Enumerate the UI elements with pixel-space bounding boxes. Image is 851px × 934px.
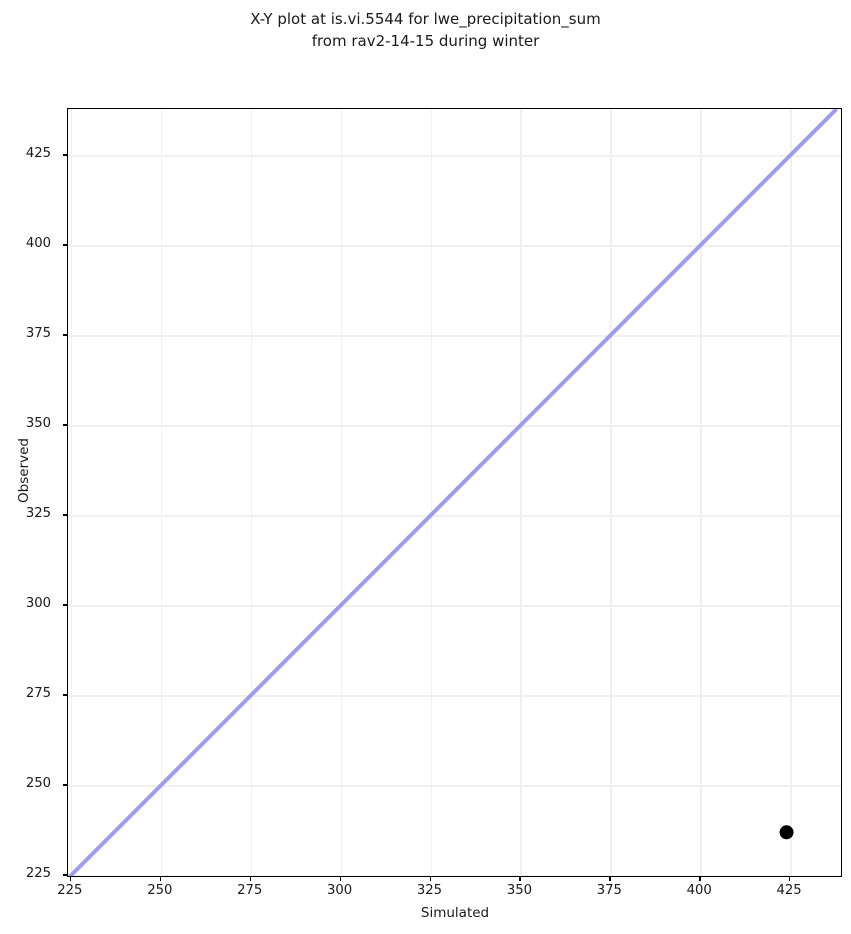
gridline-horizontal <box>68 155 841 157</box>
data-point <box>779 825 794 840</box>
y-tick-label: 225 <box>25 866 51 882</box>
y-tick-label: 300 <box>25 596 51 612</box>
y-tick-mark <box>63 694 67 696</box>
gridline-horizontal <box>68 515 841 517</box>
gridline-horizontal <box>68 875 841 876</box>
x-tick-mark <box>159 877 162 881</box>
x-tick-label: 250 <box>147 883 173 898</box>
x-tick-label: 275 <box>237 883 263 898</box>
chart-title-line-2: from rav2-14-15 during winter <box>311 32 540 50</box>
x-tick-mark <box>699 877 701 881</box>
y-tick-label: 350 <box>25 416 51 432</box>
gridline-horizontal <box>68 425 841 427</box>
y-axis-tick-labels: 225 250 275 300 325 350 375 400 425 <box>0 0 59 934</box>
y-tick-mark <box>63 874 67 876</box>
y-tick-mark <box>63 154 67 156</box>
gridline-vertical <box>250 109 253 876</box>
y-tick-mark <box>63 784 67 786</box>
gridline-vertical <box>70 109 73 876</box>
y-tick-label: 275 <box>25 686 51 702</box>
y-tick-label: 325 <box>25 506 51 522</box>
gridline-vertical <box>700 109 702 876</box>
x-axis-label: Simulated <box>420 905 490 921</box>
gridline-horizontal <box>68 335 841 337</box>
x-tick-mark <box>609 877 611 881</box>
y-tick-mark <box>63 334 67 336</box>
gridline-horizontal <box>68 245 841 247</box>
y-tick-label: 425 <box>25 146 51 162</box>
one-to-one-line <box>68 109 838 876</box>
y-tick-label: 250 <box>25 776 51 792</box>
x-tick-mark <box>249 877 251 881</box>
y-tick-mark <box>63 514 67 516</box>
x-tick-label: 300 <box>327 883 353 898</box>
y-tick-mark <box>63 244 67 246</box>
x-tick-label: 425 <box>776 883 802 898</box>
y-axis-label: Observed <box>16 438 32 503</box>
x-tick-label: 325 <box>416 883 443 898</box>
gridline-vertical <box>340 109 342 876</box>
gridline-horizontal <box>68 605 841 607</box>
x-tick-label: 350 <box>506 883 532 898</box>
x-tick-mark <box>789 877 791 881</box>
gridline-vertical <box>520 109 522 876</box>
y-tick-label: 375 <box>25 326 51 342</box>
x-tick-label: 225 <box>57 883 83 898</box>
x-tick-mark <box>69 877 72 881</box>
chart-title-line-1: X-Y plot at is.vi.5544 for lwe_precipita… <box>250 10 601 28</box>
gridline-horizontal <box>68 695 841 697</box>
x-tick-label: 375 <box>596 883 622 898</box>
x-tick-mark <box>339 877 341 881</box>
series-layer <box>68 109 838 876</box>
y-tick-mark <box>63 604 67 606</box>
gridline-vertical <box>610 109 612 876</box>
y-tick-label: 400 <box>25 236 51 252</box>
x-tick-label: 400 <box>686 883 712 898</box>
gridline-vertical <box>790 109 792 876</box>
gridline-horizontal <box>68 785 841 787</box>
plot-area <box>67 108 842 877</box>
y-tick-mark <box>63 424 67 426</box>
x-tick-mark <box>429 877 431 881</box>
plot-canvas <box>68 109 841 876</box>
x-tick-mark <box>519 877 521 881</box>
gridline-vertical <box>160 109 163 876</box>
page-title: X-Y plot at is.vi.5544 for lwe_precipita… <box>0 8 851 52</box>
gridline-vertical <box>430 109 432 876</box>
